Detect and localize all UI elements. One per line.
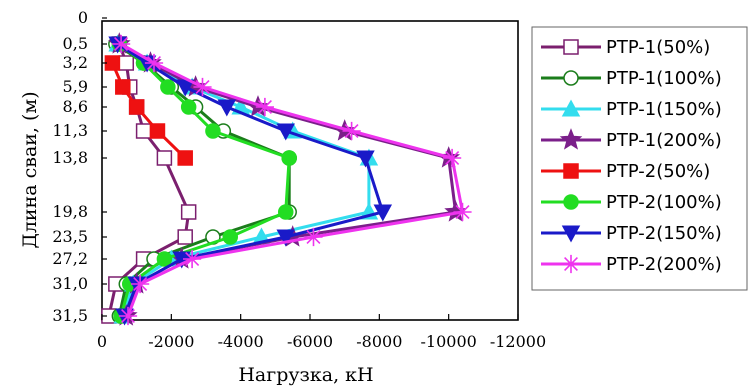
- data-point: [131, 274, 150, 294]
- x-tick-label: -12000: [490, 332, 546, 351]
- y-axis-title: Длина сваи, (м): [19, 91, 41, 248]
- data-point: [276, 123, 295, 141]
- data-point: [281, 150, 297, 166]
- y-axis-ticks: 0 0,53,2 5,98,6 11,3 13,8 19,8 23,5 27,2 31,0 31,…: [52, 8, 107, 325]
- legend-label: PTP-2(100%): [606, 192, 722, 213]
- data-point: [177, 229, 193, 245]
- data-point: [180, 204, 197, 220]
- x-tick-label: -2000: [148, 332, 194, 351]
- data-point: [118, 55, 135, 71]
- data-point: [149, 123, 166, 139]
- data-point: [144, 53, 164, 73]
- legend-marker: [563, 194, 579, 210]
- data-point: [342, 121, 361, 141]
- y-tick-label: 31,0: [52, 274, 88, 293]
- legend-marker: [563, 163, 579, 179]
- x-tick-label: -4000: [218, 332, 264, 351]
- data-point: [255, 97, 274, 117]
- legend-label: PTP-2(150%): [606, 223, 722, 244]
- y-tick-label: 0,5: [63, 34, 88, 53]
- y-tick-label: 31,5: [52, 306, 88, 325]
- data-point: [205, 123, 221, 139]
- data-point: [135, 123, 152, 139]
- legend-item-ptp-2-100: PTP-2(100%): [541, 192, 722, 213]
- legend-label: PTP-1(150%): [606, 99, 722, 120]
- legend-item-ptp-2-50: PTP-2(50%): [541, 161, 710, 182]
- legend-marker: [561, 99, 581, 117]
- data-point: [222, 229, 239, 245]
- legend-marker: [563, 39, 579, 55]
- x-tick-label: -10000: [421, 332, 477, 351]
- data-point: [112, 34, 131, 54]
- x-tick-label: -6000: [287, 332, 333, 351]
- data-point: [356, 150, 375, 168]
- y-tick-label: 8,6: [63, 97, 88, 116]
- legend-item-ptp-2-200: PTP-2(200%): [541, 254, 722, 275]
- data-point: [276, 229, 295, 247]
- legend-item-ptp-1-50: PTP-1(50%): [541, 37, 710, 58]
- legend-box: [531, 26, 748, 291]
- x-tick-label: -8000: [356, 332, 402, 351]
- data-point: [183, 249, 202, 269]
- legend-label: PTP-1(200%): [606, 130, 722, 151]
- data-point: [180, 99, 197, 115]
- series-ptp-2-50: [104, 55, 193, 166]
- data-point: [443, 148, 462, 168]
- y-tick-label: 5,9: [63, 77, 88, 96]
- legend: PTP-1(50%) PTP-1(100%) PTP-1(150%) PTP-1(20…: [541, 37, 722, 275]
- legend-marker: [559, 128, 583, 150]
- data-point: [177, 150, 193, 166]
- series-layer: [101, 32, 472, 326]
- legend-label: PTP-2(200%): [606, 254, 722, 275]
- legend-item-ptp-2-150: PTP-2(150%): [541, 223, 722, 244]
- y-tick-label: 11,3: [52, 121, 88, 140]
- x-tick-label: 0: [97, 332, 107, 351]
- legend-marker: [563, 70, 579, 86]
- series-ptp-2-200: [112, 34, 472, 326]
- legend-marker: [561, 225, 581, 243]
- data-point: [156, 150, 173, 166]
- data-point: [453, 202, 472, 222]
- y-tick-label: 3,2: [63, 53, 88, 72]
- y-tick-label: 23,5: [52, 227, 88, 246]
- y-tick-label: 19,8: [52, 202, 88, 221]
- legend-label: PTP-1(50%): [606, 37, 710, 58]
- data-point: [128, 99, 145, 115]
- data-point: [373, 204, 393, 222]
- data-point: [118, 306, 138, 326]
- legend-marker: [561, 254, 581, 274]
- x-axis-ticks: 0 -2000 -4000 -6000 -8000 -10000 -12000: [97, 314, 546, 351]
- data-point: [277, 204, 294, 220]
- data-point: [304, 227, 323, 247]
- legend-label: PTP-2(50%): [606, 161, 710, 182]
- x-axis-title: Нагрузка, кН: [238, 364, 373, 386]
- data-point: [104, 55, 121, 71]
- data-point: [115, 79, 131, 95]
- y-tick-label: 0: [78, 8, 88, 27]
- y-tick-label: 27,2: [52, 249, 88, 268]
- legend-item-ptp-1-200: PTP-1(200%): [541, 128, 722, 151]
- data-point: [217, 99, 237, 117]
- legend-item-ptp-1-100: PTP-1(100%): [541, 68, 722, 89]
- legend-label: PTP-1(100%): [606, 68, 722, 89]
- data-point: [160, 79, 176, 95]
- y-tick-label: 13,8: [52, 148, 88, 167]
- data-point: [156, 251, 173, 267]
- data-point: [193, 77, 212, 97]
- legend-item-ptp-1-150: PTP-1(150%): [541, 99, 722, 120]
